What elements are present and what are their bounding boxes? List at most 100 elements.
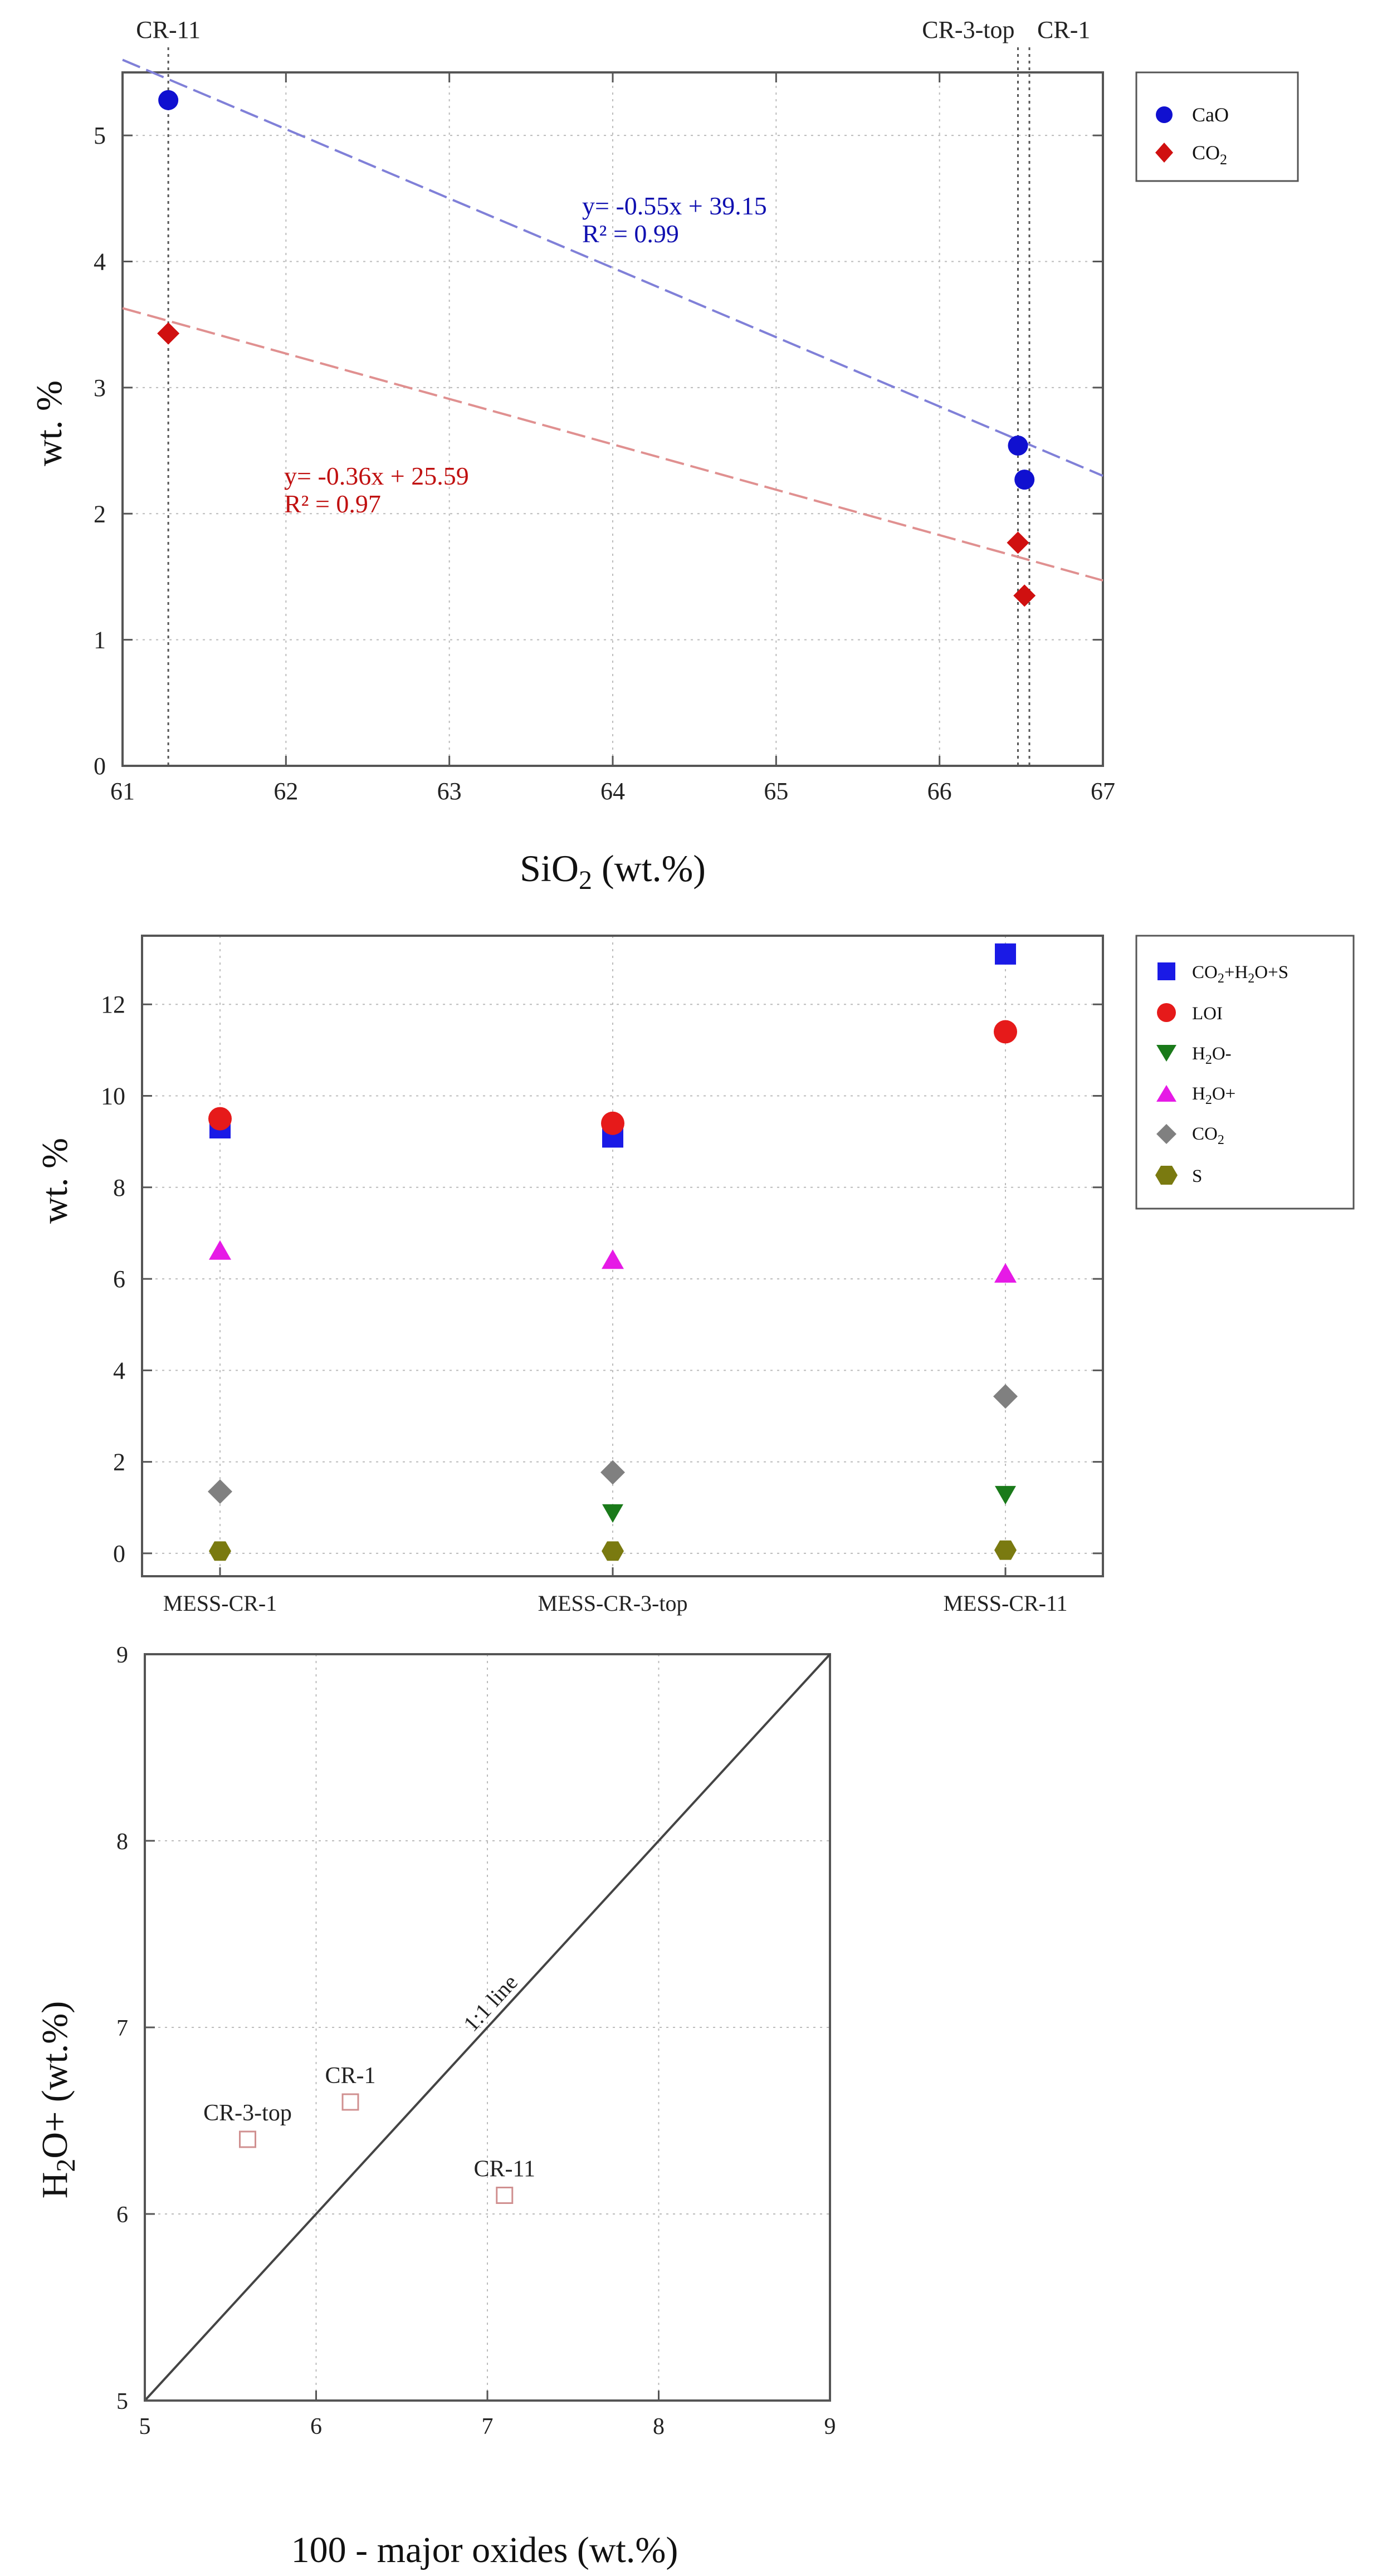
panel-2-legend-marker-s <box>1155 1166 1178 1185</box>
panel-2-point-h2o <box>209 1240 231 1260</box>
panel-1-x-tick-label: 64 <box>600 778 625 805</box>
panel-2-y-tick-label: 0 <box>113 1540 125 1567</box>
panel-2-y-tick-label: 2 <box>113 1449 125 1476</box>
panel-3-x-tick-label: 5 <box>139 2414 151 2440</box>
panel-2-point-s <box>602 1541 624 1561</box>
panel-1-y-axis-label: wt. % <box>29 380 70 466</box>
panel-2-legend-label-h2o-plus: H2O+ <box>1192 1084 1235 1107</box>
panel-3-x-tick-label: 9 <box>824 2414 836 2440</box>
panel-2-category-label: MESS-CR-3-top <box>538 1591 688 1616</box>
panel-2-point-s <box>209 1541 231 1561</box>
panel-1-refline-cr1: CR-1 <box>1028 16 1090 766</box>
panel-3-y-tick-label: 6 <box>116 2202 128 2228</box>
panel-2-point-co2-h2o-s <box>995 943 1016 965</box>
panel-2-y-tick-label: 10 <box>101 1083 125 1110</box>
panel-2-legend: CO2+H2O+S LOI H2O- H2O+ CO2 S <box>1135 935 1355 1210</box>
panel-2-volatiles-by-sample: MESS-CR-1 MESS-CR-3-top MESS-CR-11 0 2 4 6 8 10 1… <box>35 935 1355 1616</box>
panel-1-y-tick-label: 1 <box>94 627 106 654</box>
panel-1-point-co2 <box>157 322 180 345</box>
panel-2-point-loi <box>208 1107 232 1131</box>
panel-2-legend-label-co2h2os: CO2+H2O+S <box>1192 962 1288 986</box>
panel-3-x-tick-label: 7 <box>482 2414 494 2440</box>
panel-1-trendline-cao <box>122 58 1103 477</box>
panel-2-legend-marker-h2o-plus <box>1156 1085 1176 1102</box>
panel-1-co2-equation: y= -0.36x + 25.59 <box>284 462 469 490</box>
panel-3-marks: CR-3-top CR-1 CR-11 <box>203 2063 535 2204</box>
panel-3-point-label-cr-11: CR-11 <box>474 2157 535 2182</box>
panel-3-x-tick-label: 8 <box>653 2414 665 2440</box>
panel-3-y-axis-label: H2O+ (wt.%) <box>35 2001 81 2199</box>
panel-1-legend-marker-co2 <box>1155 143 1173 163</box>
panel-2-y-axis-label: wt. % <box>35 1138 75 1224</box>
panel-2-point-loi <box>601 1111 624 1135</box>
panel-2-point-h2o <box>602 1249 624 1269</box>
panel-1-x-tick-label: 63 <box>437 778 462 805</box>
panel-1-axis-ticks: 61 62 63 64 65 66 67 0 1 2 3 4 5 <box>94 72 1115 805</box>
panel-1-x-tick-label: 61 <box>110 778 135 805</box>
panel-2-legend-label-loi: LOI <box>1192 1004 1223 1024</box>
panel-2-point-co2 <box>993 1384 1018 1409</box>
panel-2-axis-ticks: MESS-CR-1 MESS-CR-3-top MESS-CR-11 0 2 4 6 8 10 1… <box>101 991 1103 1616</box>
panel-3-point-cr-11 <box>496 2187 514 2204</box>
panel-2-grid <box>142 936 1103 1576</box>
panel-3-y-tick-label: 8 <box>116 1829 128 1855</box>
panel-2-marks <box>208 943 1018 1561</box>
panel-1-point-cao <box>158 90 179 110</box>
panel-2-legend-label-h2o-minus: H2O- <box>1192 1044 1232 1067</box>
panel-3-point-label-cr-3-top: CR-3-top <box>203 2100 292 2126</box>
panel-1-refline-label-cr3top: CR-3-top <box>922 16 1014 43</box>
panel-2-point-co2 <box>600 1460 625 1485</box>
panel-1-marks <box>157 90 1036 607</box>
panel-2-legend-box <box>1135 935 1355 1210</box>
panel-3-x-tick-label: 6 <box>310 2414 322 2440</box>
panel-1-y-tick-label: 3 <box>94 374 106 402</box>
panel-2-y-tick-label: 6 <box>113 1265 125 1293</box>
panel-1-cao-r2: R² = 0.99 <box>582 219 679 248</box>
panel-1-grid <box>123 72 1103 766</box>
panel-3-point-label-cr-1: CR-1 <box>325 2063 375 2089</box>
panel-1-point-co2 <box>1013 584 1036 607</box>
panel-3-h2o-plus-vs-oxides: 1:1 line CR-3-top CR-1 CR-11 5 6 7 8 9 5 6 7 8 9 H2… <box>35 1643 836 2570</box>
panel-3-point-cr-3-top <box>239 2130 256 2148</box>
panel-2-category-label: MESS-CR-11 <box>943 1591 1067 1616</box>
panel-1-legend-marker-cao <box>1156 106 1173 123</box>
panel-1-y-tick-label: 0 <box>94 752 106 780</box>
panel-1-point-co2 <box>1007 531 1029 554</box>
panel-2-y-tick-label: 8 <box>113 1174 125 1201</box>
panel-1-point-cao <box>1008 436 1028 456</box>
panel-3-one-to-one-label: 1:1 line <box>458 1969 522 2036</box>
panel-1-point-cao <box>1014 470 1035 490</box>
panel-1-x-axis-label: SiO2 (wt.%) <box>520 847 706 895</box>
panel-2-point-co2 <box>208 1479 232 1504</box>
panel-3-x-axis-label: 100 - major oxides (wt.%) <box>291 2530 678 2570</box>
panel-1-cao-equation: y= -0.55x + 39.15 <box>582 192 767 220</box>
panel-2-category-label: MESS-CR-1 <box>163 1591 277 1616</box>
panel-1-refline-label-cr11: CR-11 <box>136 16 201 43</box>
panel-3-point-cr-1 <box>341 2093 359 2111</box>
panel-2-point-s <box>994 1540 1017 1560</box>
panel-1-x-tick-label: 67 <box>1091 778 1115 805</box>
panel-1-co2-r2: R² = 0.97 <box>284 490 381 518</box>
panel-1-refline-label-cr1: CR-1 <box>1037 16 1090 43</box>
panel-2-plot-frame <box>141 935 1104 1577</box>
panel-1-legend-label-cao: CaO <box>1192 104 1229 126</box>
panel-2-legend-marker-h2o-minus <box>1156 1045 1176 1062</box>
panel-2-legend-marker-co2h2os <box>1158 962 1175 980</box>
panel-2-point-loi <box>994 1020 1017 1044</box>
panel-1-legend: CaO CO2 <box>1135 71 1299 182</box>
panel-1-x-tick-label: 66 <box>927 778 952 805</box>
panel-3-y-tick-label: 7 <box>116 2016 128 2041</box>
panel-3-axis-ticks: 5 6 7 8 9 5 6 7 8 9 <box>116 1643 836 2440</box>
panel-2-legend-label-s: S <box>1192 1166 1202 1186</box>
panel-2-point-h2o <box>602 1504 623 1523</box>
panel-1-refline-cr11: CR-11 <box>136 16 201 766</box>
panel-2-legend-marker-co2 <box>1156 1124 1176 1144</box>
panel-1-y-tick-label: 4 <box>94 248 106 276</box>
panel-1-legend-box <box>1135 71 1299 182</box>
panel-3-y-tick-label: 9 <box>116 1643 128 1668</box>
panel-1-refline-cr3top: CR-3-top <box>922 16 1019 766</box>
panel-2-legend-marker-loi <box>1157 1003 1176 1022</box>
panel-2-y-tick-label: 12 <box>101 991 125 1018</box>
panel-2-point-h2o <box>994 1263 1017 1283</box>
